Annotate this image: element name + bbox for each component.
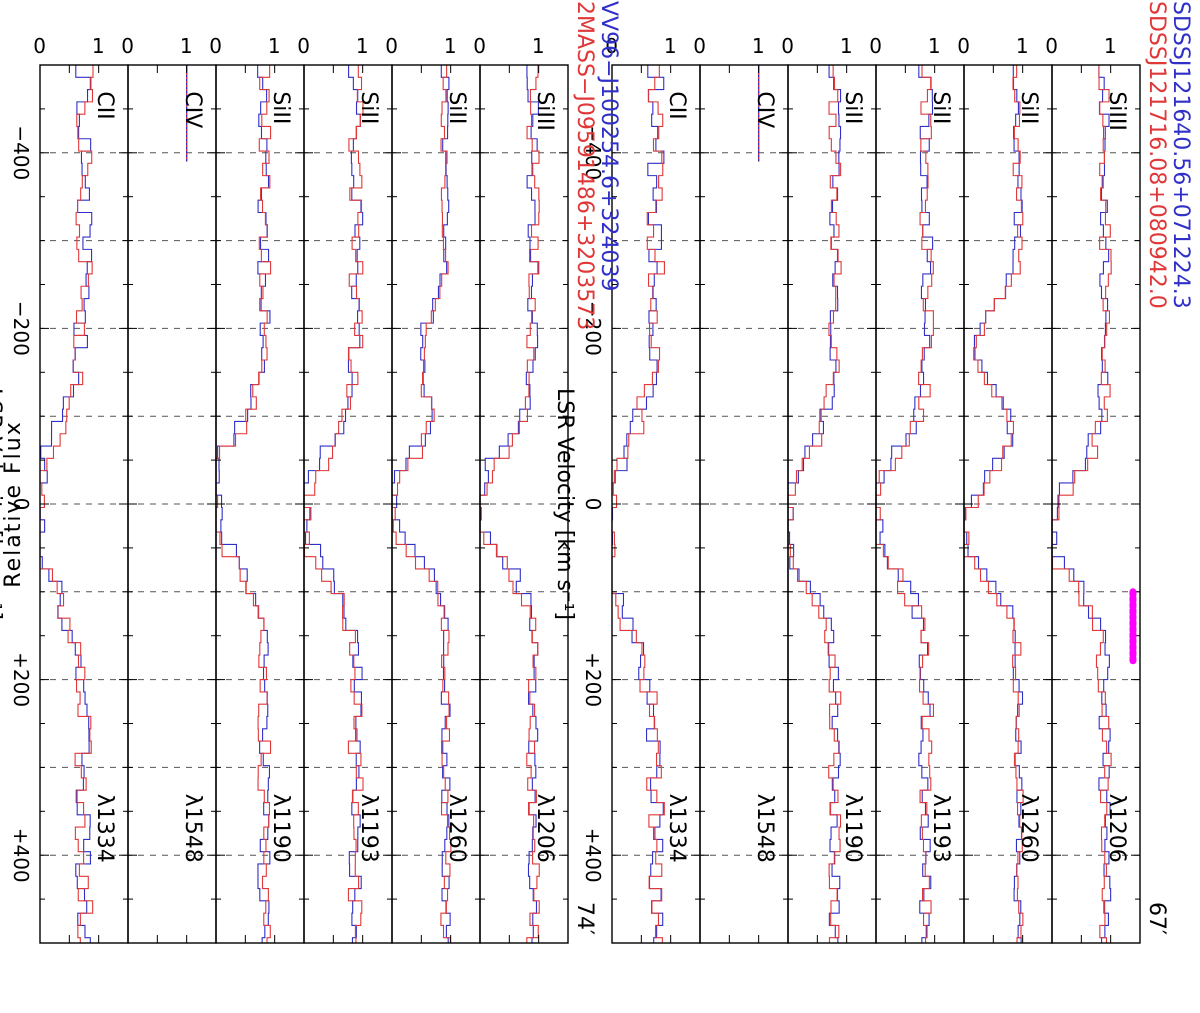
series-red (611, 65, 665, 943)
ion-label: CII (664, 91, 689, 119)
y-tick-label: 0 (33, 34, 46, 58)
wavelength-label: λ1206 (532, 794, 557, 863)
y-tick-label: 1 (1104, 34, 1117, 58)
x-tick-label: 0 (581, 498, 605, 511)
y-tick-label: 0 (297, 34, 310, 58)
title-blue: VV96−J100254.6+324039 (596, 1, 621, 291)
wavelength-label: λ1193 (928, 794, 953, 863)
wavelength-label: λ1334 (664, 794, 689, 863)
y-axis-label: Relative Flux (1, 420, 26, 587)
x-tick-label: +400 (581, 828, 605, 883)
column-2: VV96−J100254.6+3240392MASS−J09591486+320… (0, 1, 621, 944)
y-tick-label: 1 (1016, 34, 1029, 58)
title-blue: SDSSJ121640.56+071224.3 (1168, 1, 1193, 309)
panel-civ-1548: 1 0 CIV λ1548 (121, 34, 217, 944)
x-tick-label: +200 (581, 652, 605, 707)
y-tick-label: 0 (209, 34, 222, 58)
y-tick-label: 0 (781, 34, 794, 58)
x-tick-label: −400 (9, 125, 33, 180)
y-tick-label: 1 (444, 34, 457, 58)
panel-cii-1334: 1 0 CII λ1334 (605, 34, 701, 944)
panel-siii-1260: 1 0 SiII λ1260 (957, 34, 1053, 944)
wavelength-label: λ1548 (180, 794, 205, 863)
y-tick-label: 0 (957, 34, 970, 58)
wavelength-label: λ1334 (92, 794, 117, 863)
y-tick-label: 1 (752, 34, 765, 58)
ion-label: CIV (180, 91, 205, 128)
wavelength-label: λ1260 (444, 794, 469, 863)
separation-label: 67′ (1144, 902, 1169, 935)
y-tick-label: 1 (532, 34, 545, 58)
ion-label: SiII (268, 91, 293, 124)
x-axis-label: LSR Velocity [km s⁻¹] (0, 388, 5, 620)
x-tick-label: 0 (9, 498, 33, 511)
y-tick-label: 0 (473, 34, 486, 58)
panel-siii-1190: 1 0 SiII λ1190 (781, 34, 877, 944)
wavelength-label: λ1193 (356, 794, 381, 863)
panel-siiii-1206: 1 0 SiIII λ1206 (473, 34, 569, 944)
wavelength-label: λ1190 (840, 794, 865, 863)
y-tick-label: 1 (840, 34, 853, 58)
y-tick-label: 1 (268, 34, 281, 58)
y-tick-label: 0 (1045, 34, 1058, 58)
ion-label: SiII (356, 91, 381, 124)
ion-label: SiII (444, 91, 469, 124)
wavelength-label: λ1260 (1016, 794, 1041, 863)
title-red: SDSSJ121716.08+080942.0 (1144, 1, 1169, 309)
x-tick-label: +400 (9, 828, 33, 883)
wavelength-label: λ1548 (752, 794, 777, 863)
ion-label: SiII (840, 91, 865, 124)
separation-label: 74′ (572, 902, 597, 935)
panel-siii-1193: 1 0 SiII λ1193 (869, 34, 965, 944)
series-red (303, 65, 364, 943)
y-tick-label: 1 (928, 34, 941, 58)
series-red (1051, 65, 1112, 943)
ion-label: CII (92, 91, 117, 119)
y-tick-label: 1 (356, 34, 369, 58)
x-tick-label: +200 (9, 652, 33, 707)
ion-label: CIV (752, 91, 777, 128)
ion-label: SiII (928, 91, 953, 124)
panel-siii-1193: 1 0 SiII λ1193 (297, 34, 393, 944)
y-tick-label: 0 (693, 34, 706, 58)
y-tick-label: 0 (385, 34, 398, 58)
y-tick-label: 0 (869, 34, 882, 58)
panel-civ-1548: 1 0 CIV λ1548 (693, 34, 789, 944)
series-red (39, 65, 94, 943)
y-tick-label: 0 (605, 34, 618, 58)
wavelength-label: λ1206 (1104, 794, 1129, 863)
y-tick-label: 1 (180, 34, 193, 58)
title-red: 2MASS−J09591486+3203573 (572, 1, 597, 330)
series-red (963, 65, 1024, 943)
panel-cii-1334: 1 0 CII λ1334 (33, 34, 129, 944)
ion-label: SiIII (532, 91, 557, 131)
ion-label: SiII (1016, 91, 1041, 124)
y-tick-label: 1 (664, 34, 677, 58)
y-tick-label: 1 (92, 34, 105, 58)
column-1: SDSSJ121640.56+071224.3SDSSJ121716.08+08… (552, 1, 1193, 944)
x-tick-label: −400 (581, 125, 605, 180)
x-tick-label: −200 (581, 301, 605, 356)
wavelength-label: λ1190 (268, 794, 293, 863)
panel-siiii-1206: 1 0 SiIII λ1206 (1045, 34, 1141, 944)
series-red (391, 65, 452, 943)
panel-siii-1190: 1 0 SiII λ1190 (209, 34, 305, 944)
panel-siii-1260: 1 0 SiII λ1260 (385, 34, 481, 944)
x-tick-label: −200 (9, 301, 33, 356)
ion-label: SiIII (1104, 91, 1129, 131)
y-tick-label: 0 (121, 34, 134, 58)
